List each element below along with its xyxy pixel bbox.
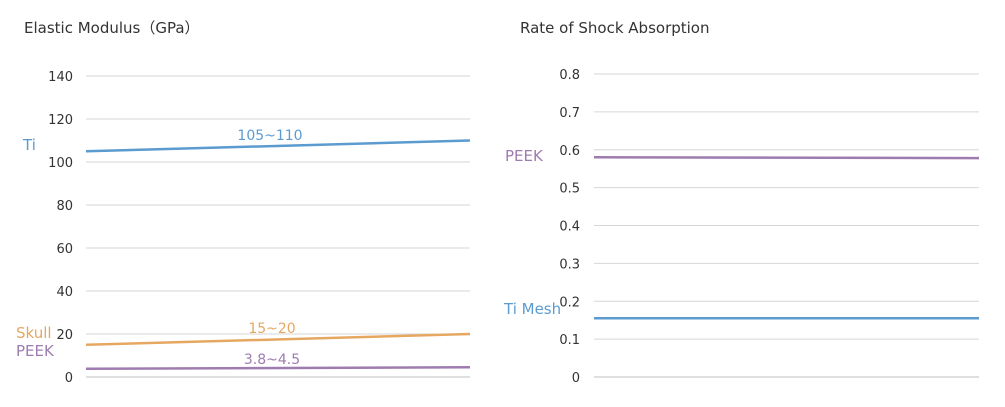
y-tick-label: 0.3 [559,257,580,272]
y-tick-label: 60 [56,242,73,257]
y-tick-label: 0 [572,371,580,386]
y-tick-label: 20 [56,328,73,343]
y-tick-label: 0 [65,371,73,386]
elastic-modulus-chart: Elastic Modulus（GPa） 020406080100120140 … [16,19,471,386]
data-label-skull: 15~20 [248,321,295,337]
series-line-peek [593,156,980,160]
series-line-peek [85,366,471,371]
y-tick-label: 0.2 [559,295,580,310]
chart-title: Rate of Shock Absorption [520,19,710,37]
series-label-peek: PEEK [505,147,544,165]
series-lines [85,139,471,371]
series-line-skull [85,332,471,347]
y-tick-label: 120 [48,113,73,128]
data-label-ti: 105~110 [237,128,302,144]
y-tick-label: 0.5 [559,182,580,197]
shock-absorption-chart: Rate of Shock Absorption 0 0.1 0.2 0.3 0.4 0.… [503,19,980,386]
y-tick-label: 140 [48,70,73,85]
y-gridlines [86,75,470,378]
series-label-peek: PEEK [16,342,55,360]
y-gridlines [594,73,979,378]
series-label-skull: Skull [16,324,52,342]
y-tick-label: 100 [48,156,73,171]
series-lines [593,156,980,320]
y-tick-labels: 0 0.1 0.2 0.3 0.4 0.5 0.6 0.7 0.8 [559,68,580,386]
y-tick-label: 0.4 [559,220,580,235]
y-tick-label: 0.7 [559,106,580,121]
series-label-ti: Ti [22,136,36,154]
y-tick-label: 0.1 [559,333,580,348]
y-tick-label: 80 [56,199,73,214]
y-tick-label: 0.6 [559,144,580,159]
y-tick-label: 40 [56,285,73,300]
series-line-ti [85,139,471,153]
chart-title: Elastic Modulus（GPa） [24,19,200,37]
data-label-peek: 3.8~4.5 [244,352,300,368]
series-label-ti-mesh: Ti Mesh [503,300,561,318]
y-tick-label: 0.8 [559,68,580,83]
y-tick-labels: 0 20 40 60 80 100 120 140 [48,70,73,386]
